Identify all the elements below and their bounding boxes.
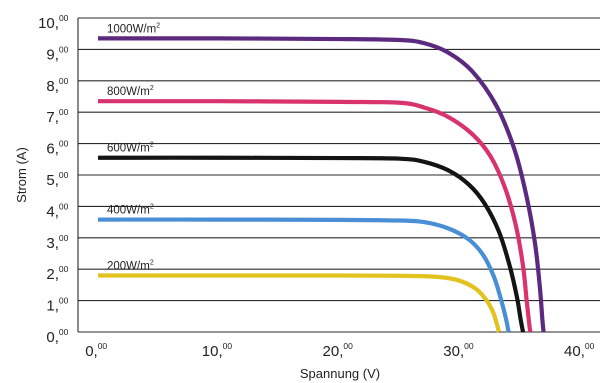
y-tick-label: 5,00 bbox=[46, 170, 68, 189]
y-tick-label: 9,00 bbox=[46, 44, 68, 63]
x-tick-label: 20,00 bbox=[323, 341, 354, 360]
y-tick-label: 4,00 bbox=[46, 201, 68, 220]
series-line-3 bbox=[97, 217, 511, 333]
y-tick-label: 3,00 bbox=[46, 233, 68, 252]
x-axis-title: Spannung (V) bbox=[300, 366, 380, 381]
x-tick-label: 10,00 bbox=[202, 341, 233, 360]
x-tick-label: 0,00 bbox=[85, 341, 107, 360]
y-tick-label: 2,00 bbox=[46, 264, 68, 283]
y-tick-label: 6,00 bbox=[46, 139, 68, 158]
series-label-1: 800W/m2 bbox=[107, 85, 154, 98]
series-label-2: 600W/m2 bbox=[107, 142, 154, 155]
x-tick-label: 30,00 bbox=[443, 341, 474, 360]
x-tick-label: 40,00 bbox=[564, 341, 595, 360]
series-line-1 bbox=[97, 99, 533, 333]
series-label-3: 400W/m2 bbox=[107, 204, 154, 217]
series-line-0 bbox=[97, 36, 546, 333]
series-line-2 bbox=[97, 155, 526, 333]
series-label-4: 200W/m2 bbox=[107, 259, 154, 272]
series-label-0: 1000W/m2 bbox=[107, 22, 160, 35]
y-tick-label: 7,00 bbox=[46, 107, 68, 126]
y-tick-label: 0,00 bbox=[46, 327, 68, 346]
y-axis-title: Strom (A) bbox=[14, 147, 29, 203]
y-tick-label: 10,00 bbox=[38, 13, 69, 32]
y-tick-label: 8,00 bbox=[46, 76, 68, 95]
y-tick-label: 1,00 bbox=[46, 296, 68, 315]
series-line-4 bbox=[97, 273, 501, 333]
